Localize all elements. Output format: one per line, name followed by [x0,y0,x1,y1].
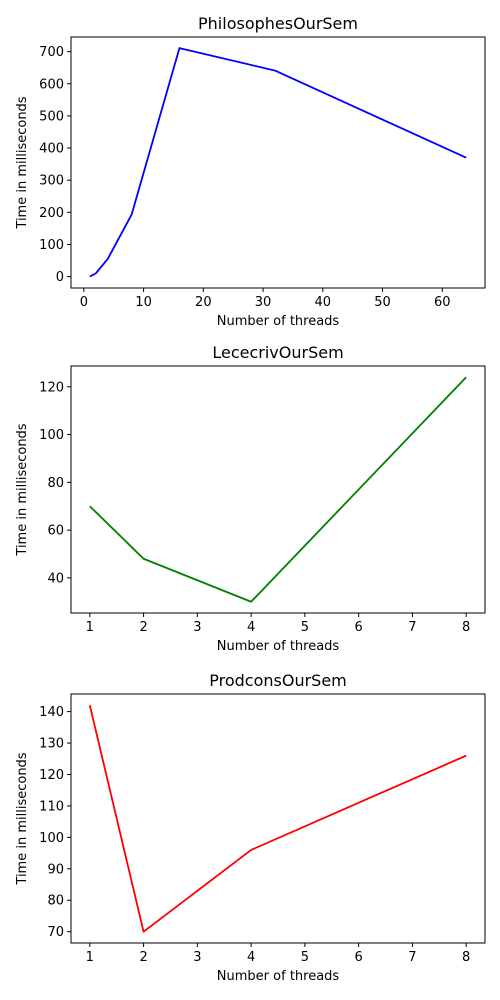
plot-frame [70,693,486,944]
chart-title: PhilosophesOurSem [198,14,358,33]
x-tick-label: 7 [408,950,416,965]
x-axis-label: Number of threads [217,969,340,984]
y-tick-label: 700 [39,45,64,60]
x-axis-label: Number of threads [217,639,340,654]
x-tick-label: 50 [374,295,391,310]
x-tick-label: 7 [408,620,416,635]
series-line [89,376,467,603]
chart-title: LececrivOurSem [212,343,343,362]
y-axis-label: Time in milliseconds [15,96,30,229]
x-tick-label: 3 [193,620,201,635]
y-tick-label: 100 [39,238,64,253]
x-tick-label: 40 [315,295,332,310]
y-tick-label: 500 [39,109,64,124]
x-tick-label: 60 [434,295,451,310]
x-tick-label: 2 [139,950,147,965]
y-axis-label: Time in milliseconds [15,752,30,885]
chart-title: ProdconsOurSem [209,671,347,690]
x-axis-label: Number of threads [217,314,340,329]
x-tick-label: 5 [301,950,309,965]
x-tick-label: 2 [139,620,147,635]
y-tick-label: 80 [47,476,64,491]
y-tick-label: 400 [39,142,64,157]
y-tick-label: 140 [39,705,64,720]
x-tick-label: 10 [135,295,152,310]
chart-prodcons: ProdconsOurSem 1 2 3 4 5 6 7 8 70 80 90 100 110 120 130… [15,671,486,984]
y-tick-label: 120 [39,768,64,783]
y-tick-label: 100 [39,831,64,846]
x-tick-label: 8 [462,950,470,965]
y-tick-label: 300 [39,174,64,189]
y-tick-label: 130 [39,737,64,752]
x-tick-label: 6 [355,950,363,965]
x-tick-label: 1 [86,620,94,635]
y-tick-label: 600 [39,77,64,92]
x-tick-label: 20 [195,295,212,310]
x-tick-label: 8 [462,620,470,635]
y-tick-label: 40 [47,571,64,586]
x-tick-label: 1 [86,950,94,965]
y-tick-label: 70 [47,925,64,940]
x-tick-label: 0 [80,295,88,310]
y-tick-label: 200 [39,206,64,221]
y-tick-label: 90 [47,862,64,877]
x-tick-label: 4 [247,950,255,965]
series-line [89,47,467,278]
x-tick-label: 30 [255,295,272,310]
y-tick-label: 0 [56,270,64,285]
x-tick-label: 4 [247,620,255,635]
plot-frame [70,365,486,614]
y-tick-label: 100 [39,428,64,443]
series-line [88,705,467,933]
plot-frame [70,36,486,289]
y-tick-label: 120 [39,380,64,395]
y-tick-label: 110 [39,799,64,814]
y-tick-label: 80 [47,894,64,909]
x-tick-label: 6 [355,620,363,635]
x-tick-label: 5 [301,620,309,635]
y-axis-label: Time in milliseconds [15,423,30,556]
x-tick-label: 3 [193,950,201,965]
y-tick-label: 60 [47,524,64,539]
chart-lececriv: LececrivOurSem 1 2 3 4 5 6 7 8 40 60 80 100 120 Number… [15,343,486,654]
